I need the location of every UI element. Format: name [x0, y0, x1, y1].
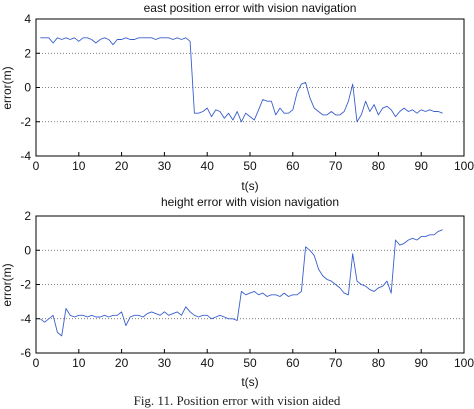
height-x-axis-label: t(s) [241, 375, 258, 389]
east-x-axis-label: t(s) [241, 179, 258, 193]
east-series [40, 37, 443, 123]
height-x-ticks: 0 10 20 30 40 50 60 70 80 90 100 [33, 349, 474, 370]
height-y-axis-label: error(m) [0, 263, 14, 306]
east-x-tick-label: 40 [201, 159, 215, 173]
east-y-tick-label: 4 [24, 12, 31, 26]
east-error-chart: east position error with vision navigati… [0, 1, 474, 193]
height-x-tick-label: 20 [115, 356, 129, 370]
height-x-tick-label: 30 [158, 356, 172, 370]
east-x-tick-label: 20 [115, 159, 129, 173]
height-y-tick-label: -6 [20, 346, 31, 360]
east-x-tick-label: 10 [72, 159, 86, 173]
east-x-tick-label: 0 [33, 159, 40, 173]
height-x-tick-label: 40 [201, 356, 215, 370]
east-x-tick-label: 30 [158, 159, 172, 173]
height-series [40, 229, 443, 337]
east-x-tick-label: 60 [286, 159, 300, 173]
height-x-tick-label: 10 [72, 356, 86, 370]
east-x-tick-label: 80 [372, 159, 386, 173]
east-x-tick-label: 100 [454, 159, 474, 173]
east-x-tick-label: 70 [329, 159, 343, 173]
height-x-tick-label: 50 [243, 356, 257, 370]
height-y-tick-label: 0 [24, 243, 31, 257]
height-y-tick-label: -4 [20, 312, 31, 326]
height-x-tick-label: 90 [415, 356, 429, 370]
height-x-tick-label: 60 [286, 356, 300, 370]
height-y-tick-label: -2 [20, 278, 31, 292]
height-x-tick-label: 70 [329, 356, 343, 370]
east-x-tick-label: 50 [243, 159, 257, 173]
east-y-tick-label: 0 [24, 81, 31, 95]
east-chart-title: east position error with vision navigati… [144, 1, 357, 15]
height-x-tick-label: 100 [454, 356, 474, 370]
height-plot-area [35, 215, 465, 354]
east-x-ticks: 0 10 20 30 40 50 60 70 80 90 100 [33, 152, 474, 173]
east-y-tick-label: 2 [24, 46, 31, 60]
east-y-axis-label: error(m) [0, 66, 14, 109]
east-error-line [40, 37, 443, 123]
height-y-ticks: -6 -4 -2 0 2 [20, 209, 40, 360]
height-x-tick-label: 80 [372, 356, 386, 370]
east-y-tick-label: -2 [20, 115, 31, 129]
height-error-line [40, 229, 443, 337]
east-y-tick-label: -4 [20, 149, 31, 163]
figure-caption: Fig. 11. Position error with vision aide… [133, 393, 341, 408]
height-chart-title: height error with vision navigation [161, 195, 339, 209]
east-plot-area [35, 18, 465, 157]
height-y-tick-label: 2 [24, 209, 31, 223]
east-y-ticks: -4 -2 0 2 4 [20, 12, 40, 163]
height-x-tick-label: 0 [33, 356, 40, 370]
east-x-tick-label: 90 [415, 159, 429, 173]
height-error-chart: height error with vision navigation -6 -4… [0, 195, 474, 389]
